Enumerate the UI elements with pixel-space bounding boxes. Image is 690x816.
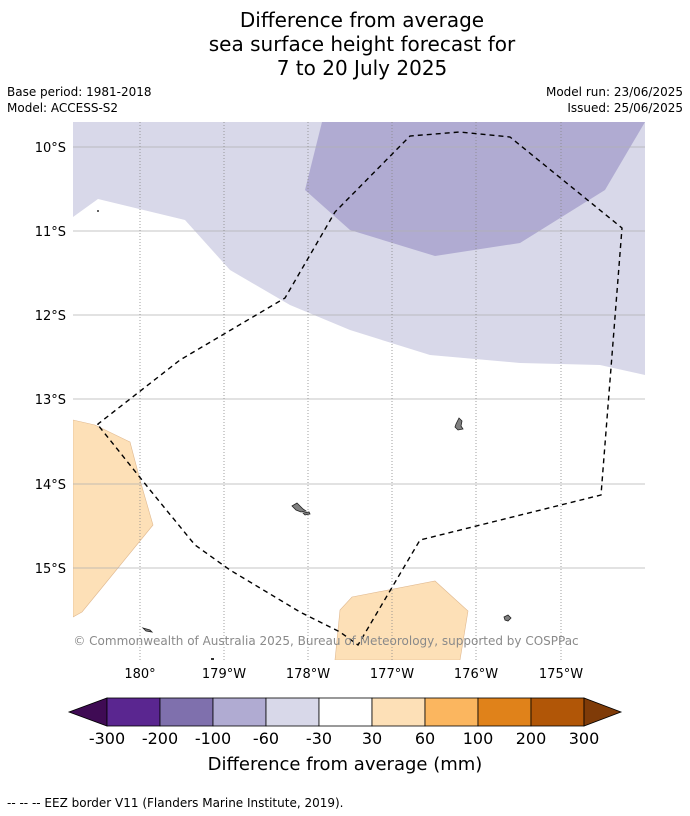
lat-label-14s: 14°S [35,478,66,493]
colorbar-segment [265,697,320,727]
islet-southwest [141,627,154,633]
lon-label-177w: 177°W [370,667,414,682]
map-figure: © Commonwealth of Australia 2025, Bureau… [35,122,645,775]
lat-label-10s: 10°S [35,141,66,156]
lat-label-11s: 11°S [35,225,66,240]
chart-title: Difference from average sea surface heig… [0,8,690,80]
islands [97,210,512,660]
lon-label-180: 180° [124,667,155,682]
title-line-3: 7 to 20 July 2025 [276,56,448,80]
issued-date: Issued: 25/06/2025 [567,101,683,115]
islet-northwest [97,210,99,212]
colorbar-tick-label: 100 [463,729,494,748]
island-east [454,417,464,431]
colorbar-tick-label: -300 [89,729,125,748]
title-line-1: Difference from average [239,8,485,32]
colorbar-segment [106,697,161,727]
colorbar: -300 -200 -100 -60 -30 30 60 100 200 300 [67,697,623,748]
meta-right: Model run: 23/06/2025 Issued: 25/06/2025 [546,84,683,116]
anomaly-region-orange-south [334,580,469,660]
colorbar-extend-low [67,697,108,727]
colorbar-label: Difference from average (mm) [208,754,483,775]
colorbar-segment [424,697,479,727]
colorbar-tick-label: 300 [569,729,600,748]
lon-label-176w: 176°W [454,667,498,682]
lon-label-179w: 179°W [202,667,246,682]
colorbar-tick-label: -60 [253,729,279,748]
eez-legend-note: -- -- -- EEZ border V11 (Flanders Marine… [7,796,344,810]
colorbar-segment [530,697,585,727]
island-central [291,502,308,513]
map-area: © Commonwealth of Australia 2025, Bureau… [73,122,645,660]
lat-label-12s: 12°S [35,309,66,324]
island-central-small [302,511,311,516]
colorbar-tick-label: -200 [142,729,178,748]
latitude-gridlines [73,146,645,569]
colorbar-tick-label: 60 [415,729,435,748]
colorbar-tick-label: -30 [306,729,332,748]
island-southeast [503,614,512,622]
colorbar-tick-label: 30 [362,729,382,748]
lon-label-175w: 175°W [539,667,583,682]
colorbar-segment [318,697,373,727]
lon-label-178w: 178°W [286,667,330,682]
meta-left: Base period: 1981-2018 Model: ACCESS-S2 [7,84,152,116]
colorbar-extend-high [583,697,623,727]
colorbar-tick-label: -100 [195,729,231,748]
title-line-2: sea surface height forecast for [208,32,516,56]
copyright-text: © Commonwealth of Australia 2025, Bureau… [73,634,578,648]
lat-label-13s: 13°S [35,393,66,408]
colorbar-segment [371,697,426,727]
lat-label-15s: 15°S [35,562,66,577]
model-name: Model: ACCESS-S2 [7,101,119,115]
colorbar-tick-label: 200 [516,729,547,748]
longitude-labels: 180° 179°W 178°W 177°W 176°W 175°W [124,667,583,682]
base-period: Base period: 1981-2018 [7,85,152,99]
islet-south [211,658,214,660]
colorbar-segment [477,697,532,727]
colorbar-segment [212,697,267,727]
colorbar-segment [159,697,214,727]
eez-border [97,131,623,647]
latitude-labels: 10°S 11°S 12°S 13°S 14°S 15°S [35,141,66,577]
model-run: Model run: 23/06/2025 [545,85,683,99]
